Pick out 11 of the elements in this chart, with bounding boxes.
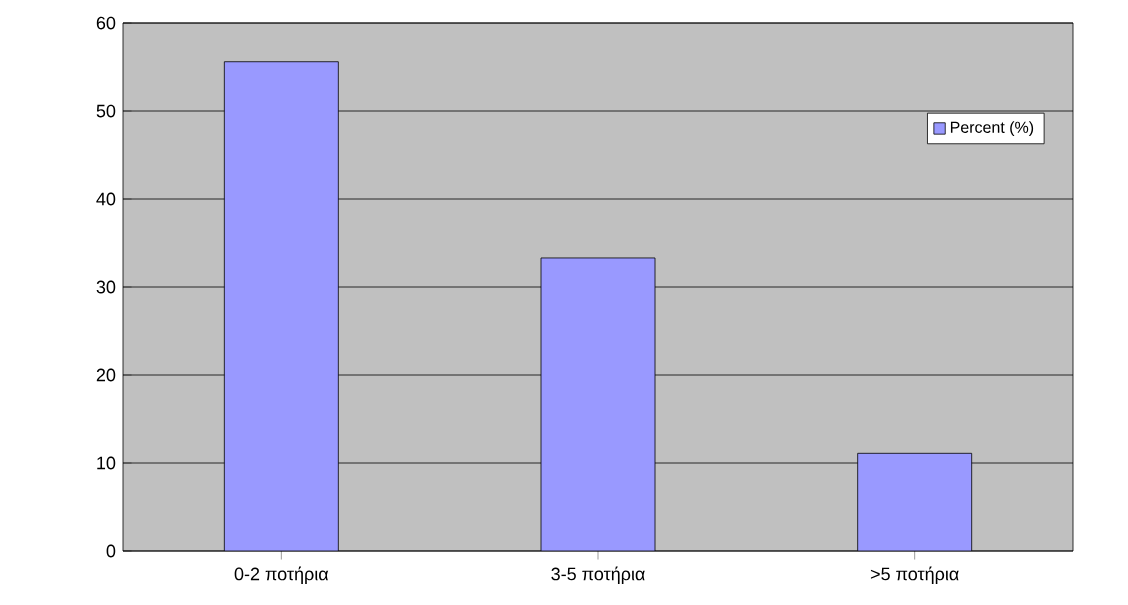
- y-tick-label: 40: [96, 192, 116, 206]
- x-tick-label: 3-5 ποτήρια: [551, 566, 645, 584]
- legend-label: Percent (%): [950, 121, 1034, 137]
- y-tick-label: 50: [96, 104, 116, 118]
- x-tick-label: 0-2 ποτήρια: [234, 566, 329, 584]
- y-tick-label: 60: [96, 16, 116, 30]
- x-tick-label: >5 ποτήρια: [870, 566, 959, 584]
- y-tick-label: 20: [96, 368, 116, 382]
- y-tick-label: 10: [97, 456, 116, 470]
- y-tick-label: 30: [96, 280, 116, 294]
- y-tick-label: 0: [106, 544, 116, 558]
